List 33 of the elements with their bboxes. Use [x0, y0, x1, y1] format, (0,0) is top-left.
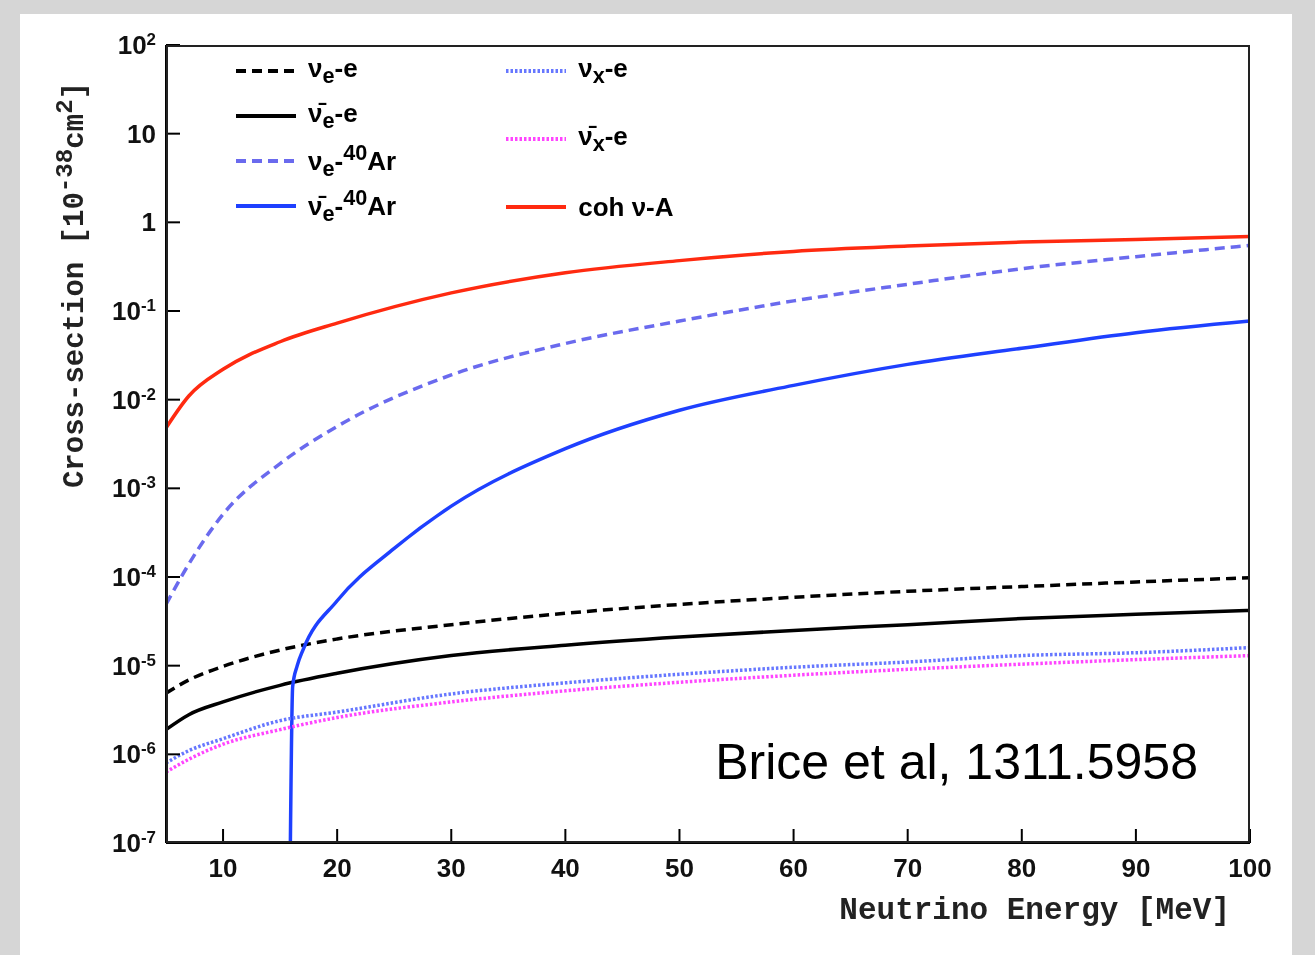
x-tick-label: 70 — [893, 853, 923, 883]
x-tick-label: 10 — [208, 853, 238, 883]
y-tick-label: 10$^{-3}$ — [112, 472, 156, 504]
x-tick-label: 40 — [550, 853, 580, 883]
x-tick-label: 60 — [779, 853, 809, 883]
x-tick-label: 80 — [1007, 853, 1037, 883]
legend-label: coh ν-A — [578, 191, 674, 223]
legend-label: ν$_{e}$-$^{40}$Ar — [308, 140, 397, 182]
line-series — [166, 608, 1250, 732]
y-tick-label: 1 — [141, 207, 156, 238]
line-series — [166, 576, 1250, 695]
line-series — [166, 234, 1250, 430]
y-tick-label: 10 — [127, 118, 156, 149]
x-tick-label: 50 — [665, 853, 694, 883]
line-series — [288, 319, 1250, 843]
legend-label: ν̄$_{e}$-$^{40}$Ar — [308, 185, 397, 227]
x-tick-label: 20 — [322, 853, 352, 883]
y-tick-label: 10$^{-5}$ — [112, 650, 156, 681]
x-tick-label: 100 — [1228, 853, 1272, 883]
legend-label: ν$_{e}$-e — [308, 52, 358, 90]
legend-label: ν̄$_{e}$-e — [308, 97, 358, 135]
y-tick-label: 10$^{-7}$ — [112, 827, 156, 858]
legend-label: ν̄$_{x}$-e — [578, 120, 628, 158]
legend-label: ν$_{x}$-e — [578, 52, 628, 90]
y-tick-label: 10$^{-4}$ — [112, 561, 157, 592]
y-tick-label: 10$^{-1}$ — [112, 295, 156, 326]
y-tick-label: 10$^{-2}$ — [112, 384, 156, 415]
annotation: Brice et al, 1311.5958 — [715, 733, 1198, 791]
x-axis-title: Neutrino Energy [MeV] — [839, 893, 1230, 928]
y-tick-label: 10$^{2}$ — [117, 29, 156, 60]
x-tick-label: 90 — [1121, 853, 1151, 883]
y-tick-label: 10$^{-6}$ — [112, 738, 156, 770]
x-tick-label: 30 — [436, 853, 466, 883]
